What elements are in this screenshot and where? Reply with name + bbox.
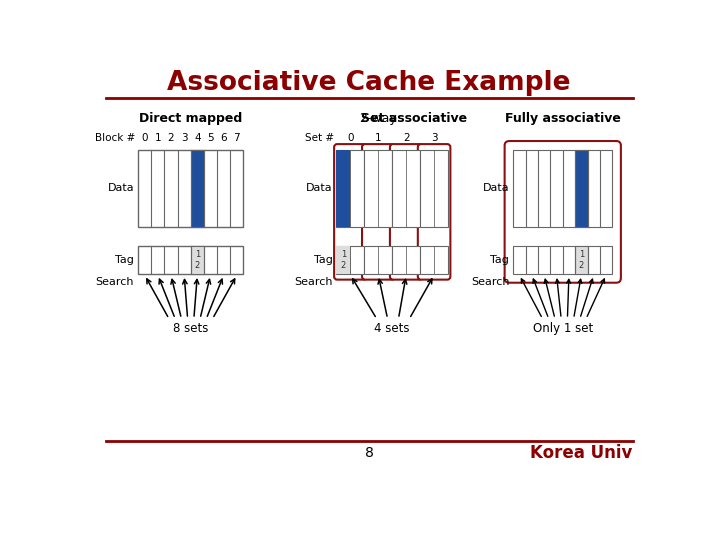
Bar bbox=[364, 246, 392, 274]
Bar bbox=[336, 150, 351, 226]
Text: Only 1 set: Only 1 set bbox=[533, 322, 593, 335]
Bar bbox=[336, 246, 351, 274]
Text: Tag: Tag bbox=[314, 255, 333, 265]
Bar bbox=[420, 150, 448, 226]
Text: Set associative: Set associative bbox=[361, 112, 467, 125]
Bar bbox=[336, 150, 364, 226]
Bar bbox=[364, 150, 392, 226]
Text: 4: 4 bbox=[194, 133, 201, 143]
Text: 0: 0 bbox=[347, 133, 354, 143]
FancyBboxPatch shape bbox=[390, 144, 423, 280]
Text: 1: 1 bbox=[375, 133, 382, 143]
Text: Tag: Tag bbox=[115, 255, 134, 265]
Bar bbox=[575, 246, 588, 274]
Text: 2: 2 bbox=[168, 133, 174, 143]
Text: Search: Search bbox=[294, 277, 333, 287]
Text: 6: 6 bbox=[220, 133, 227, 143]
Bar bbox=[513, 246, 612, 274]
Text: 4 sets: 4 sets bbox=[374, 322, 410, 335]
Text: 3: 3 bbox=[181, 133, 187, 143]
Text: Associative Cache Example: Associative Cache Example bbox=[167, 70, 571, 96]
Bar bbox=[420, 246, 448, 274]
Text: 1
2: 1 2 bbox=[341, 251, 346, 269]
Text: 1: 1 bbox=[155, 133, 161, 143]
Text: Search: Search bbox=[471, 277, 509, 287]
Text: 1
2: 1 2 bbox=[579, 251, 584, 269]
FancyBboxPatch shape bbox=[362, 144, 395, 280]
Text: Set #: Set # bbox=[305, 133, 334, 143]
Text: Search: Search bbox=[96, 277, 134, 287]
Bar bbox=[392, 246, 420, 274]
Text: 2: 2 bbox=[403, 133, 410, 143]
Text: Direct mapped: Direct mapped bbox=[139, 112, 243, 125]
Text: 3: 3 bbox=[431, 133, 438, 143]
Text: Korea Univ: Korea Univ bbox=[530, 444, 632, 462]
Bar bbox=[191, 150, 204, 226]
Text: 7: 7 bbox=[233, 133, 240, 143]
Bar bbox=[138, 150, 243, 226]
Bar bbox=[138, 246, 243, 274]
FancyBboxPatch shape bbox=[418, 144, 451, 280]
Text: 8 sets: 8 sets bbox=[173, 322, 208, 335]
Text: Block #: Block # bbox=[95, 133, 136, 143]
Text: Tag: Tag bbox=[490, 255, 509, 265]
Bar bbox=[513, 150, 612, 226]
Text: 0: 0 bbox=[141, 133, 148, 143]
Text: Data: Data bbox=[107, 183, 134, 193]
Bar bbox=[191, 246, 204, 274]
Text: 1
2: 1 2 bbox=[194, 251, 200, 269]
Text: Data: Data bbox=[306, 183, 333, 193]
Text: Fully associative: Fully associative bbox=[505, 112, 621, 125]
FancyBboxPatch shape bbox=[505, 141, 621, 283]
Text: 2-way: 2-way bbox=[359, 112, 397, 125]
FancyBboxPatch shape bbox=[334, 144, 366, 280]
Text: 8: 8 bbox=[364, 446, 374, 460]
Text: Data: Data bbox=[482, 183, 509, 193]
Bar bbox=[336, 246, 364, 274]
Text: 5: 5 bbox=[207, 133, 214, 143]
Bar bbox=[575, 150, 588, 226]
Bar bbox=[336, 150, 448, 226]
Bar bbox=[392, 150, 420, 226]
